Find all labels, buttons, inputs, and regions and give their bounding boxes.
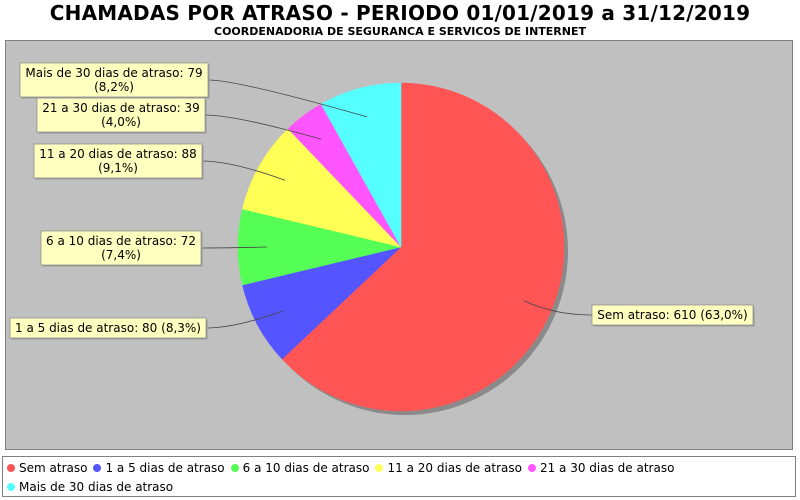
plot-area: Sem atraso: 610 (63,0%) 1 a 5 dias de atr… bbox=[5, 40, 793, 450]
chart-subtitle: COORDENADORIA DE SEGURANCA E SERVICOS DE… bbox=[214, 25, 586, 38]
legend-item-11-a-20-dias-de-atraso: 11 a 20 dias de atraso bbox=[375, 459, 522, 478]
legend: Sem atraso 1 a 5 dias de atraso 6 a 10 dia… bbox=[2, 456, 796, 497]
slice-label-1-a-5-dias-de-atraso: 1 a 5 dias de atraso: 80 (8,3%) bbox=[15, 321, 201, 335]
legend-item-mais-de-30-dias-de-atraso: Mais de 30 dias de atraso bbox=[7, 478, 173, 497]
label-connector bbox=[204, 114, 322, 140]
label-connector bbox=[201, 160, 286, 181]
legend-swatch bbox=[527, 464, 536, 472]
legend-item-6-a-10-dias-de-atraso: 6 a 10 dias de atraso bbox=[230, 459, 370, 478]
pie-slice-sem-atraso bbox=[281, 82, 565, 412]
legend-swatch bbox=[230, 464, 239, 472]
legend-item-1-a-5-dias-de-atraso: 1 a 5 dias de atraso bbox=[93, 459, 225, 478]
slice-label-11-a-20-dias-de-atraso: (9,1%) bbox=[98, 161, 138, 175]
label-box bbox=[9, 317, 207, 339]
pie-chart: Sem atraso: 610 (63,0%) 1 a 5 dias de atr… bbox=[9, 62, 755, 415]
slice-label-sem-atraso: Sem atraso: 610 (63,0%) bbox=[597, 308, 748, 322]
legend-swatch bbox=[375, 464, 384, 472]
label-box bbox=[40, 230, 202, 266]
legend-label: Mais de 30 dias de atraso bbox=[19, 480, 174, 494]
label-box bbox=[19, 62, 209, 98]
legend-swatch bbox=[93, 464, 102, 472]
slice-label-mais-de-30-dias-de-atraso: (8,2%) bbox=[94, 80, 134, 94]
label-box bbox=[33, 143, 203, 179]
slice-label-11-a-20-dias-de-atraso: 11 a 20 dias de atraso: 88 bbox=[39, 147, 197, 161]
legend-label: 6 a 10 dias de atraso bbox=[242, 461, 370, 475]
slice-label-21-a-30-dias-de-atraso: 21 a 30 dias de atraso: 39 bbox=[42, 101, 200, 115]
chart-title: CHAMADAS POR ATRASO - PERIODO 01/01/2019… bbox=[49, 1, 751, 25]
slice-label-6-a-10-dias-de-atraso: 6 a 10 dias de atraso: 72 bbox=[46, 234, 196, 248]
legend-label: 1 a 5 dias de atraso bbox=[105, 461, 225, 475]
label-connector bbox=[523, 300, 593, 316]
slice-label-mais-de-30-dias-de-atraso: Mais de 30 dias de atraso: 79 bbox=[25, 66, 202, 80]
label-box bbox=[591, 304, 754, 326]
slice-label-21-a-30-dias-de-atraso: (4,0%) bbox=[101, 115, 141, 129]
legend-item-21-a-30-dias-de-atraso: 21 a 30 dias de atraso bbox=[527, 459, 675, 478]
label-connector bbox=[205, 310, 284, 329]
legend-swatch bbox=[7, 483, 15, 491]
legend-label: 11 a 20 dias de atraso bbox=[387, 461, 522, 475]
legend-item-sem-atraso: Sem atraso bbox=[7, 459, 87, 478]
legend-swatch bbox=[7, 464, 15, 472]
legend-label: 21 a 30 dias de atraso bbox=[539, 461, 675, 475]
slice-label-6-a-10-dias-de-atraso: (7,4%) bbox=[101, 248, 141, 262]
label-connector bbox=[200, 246, 268, 249]
label-connector bbox=[207, 79, 368, 118]
legend-label: Sem atraso bbox=[19, 461, 88, 475]
